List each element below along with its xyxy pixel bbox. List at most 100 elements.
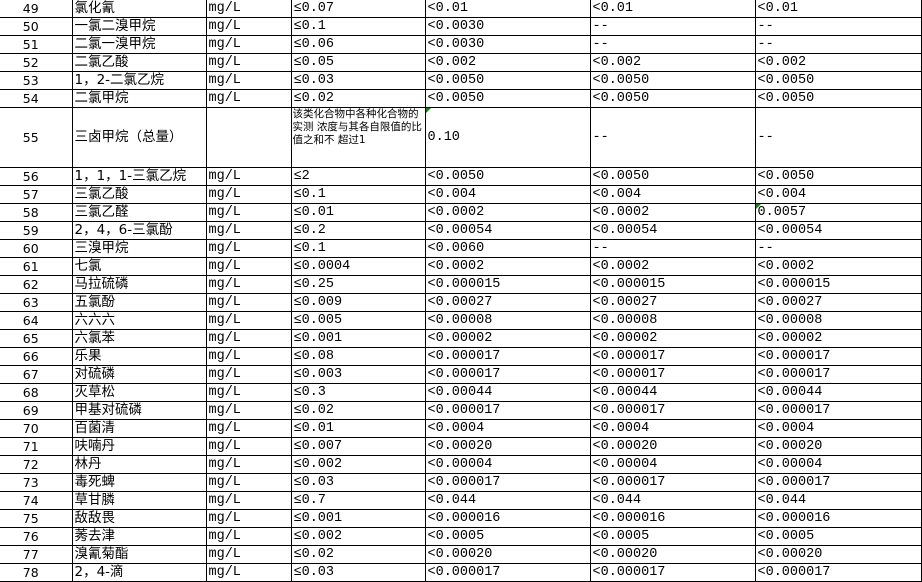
result-3-cell[interactable]: <0.004 bbox=[754, 185, 922, 204]
unit-cell[interactable]: mg/L bbox=[205, 383, 292, 402]
result-3-cell[interactable]: <0.002 bbox=[754, 53, 922, 72]
limit-value-cell[interactable]: ≤0.1 bbox=[290, 17, 426, 36]
result-3-cell[interactable]: <0.0002 bbox=[754, 257, 922, 276]
result-2-cell[interactable]: <0.0002 bbox=[589, 203, 756, 222]
row-number-cell[interactable]: 74 bbox=[0, 491, 73, 510]
item-name-cell[interactable]: 对硫磷 bbox=[71, 365, 207, 384]
row-number-cell[interactable]: 61 bbox=[0, 257, 73, 276]
limit-value-cell[interactable]: ≤2 bbox=[290, 167, 426, 186]
result-1-cell[interactable]: <0.000015 bbox=[424, 275, 591, 294]
unit-cell[interactable]: mg/L bbox=[205, 185, 292, 204]
unit-cell[interactable]: mg/L bbox=[205, 221, 292, 240]
limit-value-cell[interactable]: ≤0.02 bbox=[290, 545, 426, 564]
result-3-cell[interactable]: <0.000017 bbox=[754, 563, 922, 582]
row-number-cell[interactable]: 75 bbox=[0, 509, 73, 528]
row-number-cell[interactable]: 71 bbox=[0, 437, 73, 456]
result-1-cell[interactable]: <0.0002 bbox=[424, 257, 591, 276]
row-number-cell[interactable]: 56 bbox=[0, 167, 73, 186]
item-name-cell[interactable]: 呋喃丹 bbox=[71, 437, 207, 456]
result-1-cell[interactable]: <0.00004 bbox=[424, 455, 591, 474]
result-1-cell[interactable]: <0.0050 bbox=[424, 167, 591, 186]
limit-value-cell[interactable]: ≤0.001 bbox=[290, 509, 426, 528]
result-2-cell[interactable]: <0.00044 bbox=[589, 383, 756, 402]
result-2-cell[interactable]: <0.004 bbox=[589, 185, 756, 204]
result-3-cell[interactable]: <0.0004 bbox=[754, 419, 922, 438]
result-2-cell[interactable]: <0.000016 bbox=[589, 509, 756, 528]
result-1-cell[interactable]: <0.0030 bbox=[424, 35, 591, 54]
result-1-cell[interactable]: <0.000017 bbox=[424, 563, 591, 582]
result-1-cell[interactable]: <0.01 bbox=[424, 0, 591, 18]
item-name-cell[interactable]: 百菌清 bbox=[71, 419, 207, 438]
row-number-cell[interactable]: 51 bbox=[0, 35, 73, 54]
result-3-cell[interactable]: <0.0050 bbox=[754, 71, 922, 90]
row-number-cell[interactable]: 57 bbox=[0, 185, 73, 204]
limit-value-cell[interactable]: ≤0.7 bbox=[290, 491, 426, 510]
item-name-cell[interactable]: 敌敌畏 bbox=[71, 509, 207, 528]
result-1-cell[interactable]: 0.10 bbox=[424, 107, 591, 168]
result-2-cell[interactable]: <0.00020 bbox=[589, 437, 756, 456]
item-name-cell[interactable]: 二氯甲烷 bbox=[71, 89, 207, 108]
result-3-cell[interactable]: <0.0005 bbox=[754, 527, 922, 546]
result-2-cell[interactable]: <0.002 bbox=[589, 53, 756, 72]
item-name-cell[interactable]: 草甘膦 bbox=[71, 491, 207, 510]
result-3-cell[interactable]: <0.01 bbox=[754, 0, 922, 18]
result-3-cell[interactable]: -- bbox=[754, 239, 922, 258]
limit-value-cell[interactable]: ≤0.07 bbox=[290, 0, 426, 18]
result-3-cell[interactable]: <0.00020 bbox=[754, 545, 922, 564]
item-name-cell[interactable]: 三溴甲烷 bbox=[71, 239, 207, 258]
result-3-cell[interactable]: <0.000017 bbox=[754, 365, 922, 384]
result-1-cell[interactable]: <0.002 bbox=[424, 53, 591, 72]
result-2-cell[interactable]: <0.01 bbox=[589, 0, 756, 18]
row-number-cell[interactable]: 73 bbox=[0, 473, 73, 492]
unit-cell[interactable]: mg/L bbox=[205, 437, 292, 456]
result-3-cell[interactable]: <0.000017 bbox=[754, 401, 922, 420]
result-2-cell[interactable]: <0.00004 bbox=[589, 455, 756, 474]
result-1-cell[interactable]: <0.000017 bbox=[424, 401, 591, 420]
limit-value-cell[interactable]: ≤0.002 bbox=[290, 527, 426, 546]
result-1-cell[interactable]: <0.000017 bbox=[424, 473, 591, 492]
unit-cell[interactable]: mg/L bbox=[205, 491, 292, 510]
row-number-cell[interactable]: 49 bbox=[0, 0, 73, 18]
result-1-cell[interactable]: <0.044 bbox=[424, 491, 591, 510]
item-name-cell[interactable]: 林丹 bbox=[71, 455, 207, 474]
limit-value-cell[interactable]: ≤0.06 bbox=[290, 35, 426, 54]
result-3-cell[interactable]: <0.0050 bbox=[754, 89, 922, 108]
item-name-cell[interactable]: 乐果 bbox=[71, 347, 207, 366]
result-1-cell[interactable]: <0.00044 bbox=[424, 383, 591, 402]
limit-value-cell[interactable]: ≤0.001 bbox=[290, 329, 426, 348]
item-name-cell[interactable]: 甲基对硫磷 bbox=[71, 401, 207, 420]
item-name-cell[interactable]: 五氯酚 bbox=[71, 293, 207, 312]
row-number-cell[interactable]: 65 bbox=[0, 329, 73, 348]
result-2-cell[interactable]: <0.044 bbox=[589, 491, 756, 510]
unit-cell[interactable]: mg/L bbox=[205, 71, 292, 90]
limit-value-cell[interactable]: ≤0.007 bbox=[290, 437, 426, 456]
result-2-cell[interactable]: <0.00054 bbox=[589, 221, 756, 240]
row-number-cell[interactable]: 67 bbox=[0, 365, 73, 384]
item-name-cell[interactable]: 马拉硫磷 bbox=[71, 275, 207, 294]
result-2-cell[interactable]: <0.0050 bbox=[589, 89, 756, 108]
result-3-cell[interactable]: <0.000016 bbox=[754, 509, 922, 528]
item-name-cell[interactable]: 三氯乙醛 bbox=[71, 203, 207, 222]
row-number-cell[interactable]: 55 bbox=[0, 107, 73, 168]
unit-cell[interactable]: mg/L bbox=[205, 545, 292, 564]
result-1-cell[interactable]: <0.00027 bbox=[424, 293, 591, 312]
result-3-cell[interactable]: <0.00044 bbox=[754, 383, 922, 402]
item-name-cell[interactable]: 三氯乙酸 bbox=[71, 185, 207, 204]
result-1-cell[interactable]: <0.00020 bbox=[424, 437, 591, 456]
result-2-cell[interactable]: <0.00020 bbox=[589, 545, 756, 564]
unit-cell[interactable]: mg/L bbox=[205, 53, 292, 72]
result-1-cell[interactable]: <0.000017 bbox=[424, 365, 591, 384]
unit-cell[interactable]: mg/L bbox=[205, 257, 292, 276]
result-1-cell[interactable]: <0.0004 bbox=[424, 419, 591, 438]
result-3-cell[interactable]: 0.0057 bbox=[754, 203, 922, 222]
limit-value-cell[interactable]: ≤0.009 bbox=[290, 293, 426, 312]
limit-value-cell[interactable]: ≤0.2 bbox=[290, 221, 426, 240]
limit-value-cell[interactable]: ≤0.1 bbox=[290, 239, 426, 258]
result-1-cell[interactable]: <0.0050 bbox=[424, 89, 591, 108]
item-name-cell[interactable]: 灭草松 bbox=[71, 383, 207, 402]
item-name-cell[interactable]: 一氯二溴甲烷 bbox=[71, 17, 207, 36]
unit-cell[interactable]: mg/L bbox=[205, 527, 292, 546]
unit-cell[interactable]: mg/L bbox=[205, 347, 292, 366]
result-1-cell[interactable]: <0.000016 bbox=[424, 509, 591, 528]
limit-value-cell[interactable]: 该类化合物中各种化合物的实测 浓度与其各自限值的比值之和不 超过1 bbox=[290, 107, 426, 168]
